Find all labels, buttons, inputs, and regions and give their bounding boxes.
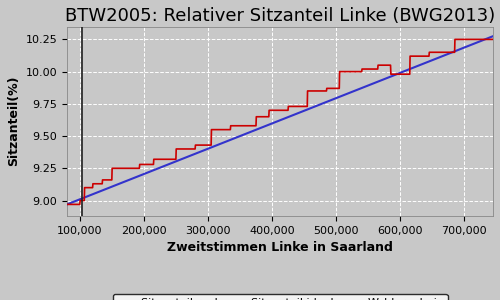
Y-axis label: Sitzanteil(%): Sitzanteil(%) [7,76,20,166]
Title: BTW2005: Relativer Sitzanteil Linke (BWG2013): BTW2005: Relativer Sitzanteil Linke (BWG… [65,7,495,25]
Legend: Sitzanteil real, Sitzanteil ideal, Wahlergebnis: Sitzanteil real, Sitzanteil ideal, Wahle… [112,294,448,300]
X-axis label: Zweitstimmen Linke in Saarland: Zweitstimmen Linke in Saarland [167,241,393,254]
